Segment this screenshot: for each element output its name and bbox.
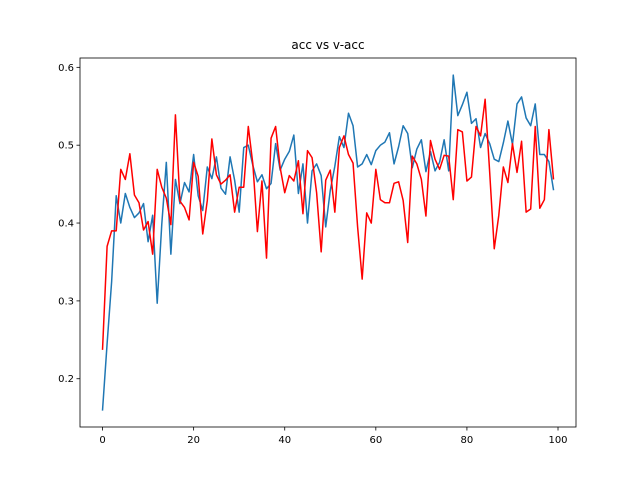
plot-area-frame	[79, 57, 577, 428]
series-line-2	[101, 98, 555, 350]
series-layer	[101, 74, 555, 411]
y-tick-label: 0.5	[58, 141, 74, 152]
x-tick-label: 80	[461, 435, 474, 446]
x-tick-label: 20	[187, 435, 200, 446]
y-tick-label: 0.6	[58, 63, 74, 74]
x-tick-label: 40	[278, 435, 291, 446]
chart-title: acc vs v-acc	[291, 38, 364, 52]
y-tick-label: 0.2	[58, 374, 74, 385]
series-line-1	[101, 74, 555, 411]
x-axis: 0 20 40 60 80 100	[99, 427, 568, 446]
y-tick-label: 0.4	[58, 219, 74, 230]
x-tick-label: 60	[369, 435, 382, 446]
x-tick-label: 0	[99, 435, 105, 446]
y-tick-label: 0.3	[58, 296, 74, 307]
x-tick-label: 100	[548, 435, 567, 446]
y-axis: 0.2 0.3 0.4 0.5 0.6	[58, 63, 80, 385]
